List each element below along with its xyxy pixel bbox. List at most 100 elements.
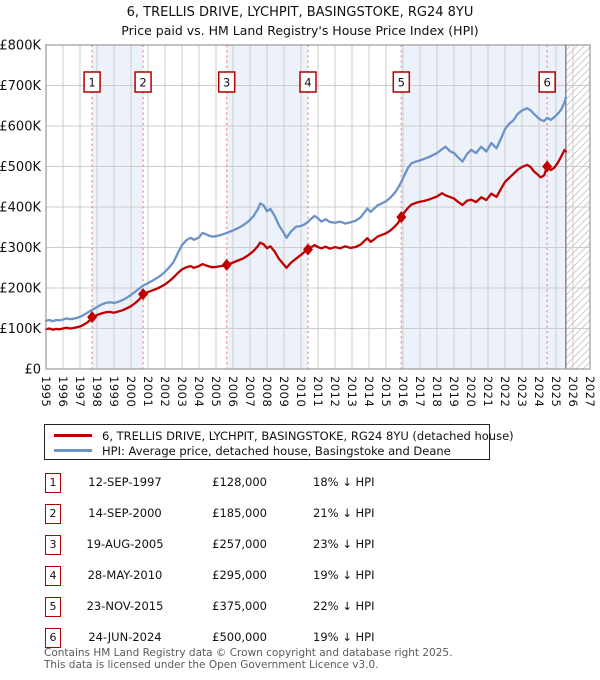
sale-price: £295,000 (212, 568, 267, 582)
sale-date: 14-SEP-2000 (88, 506, 162, 520)
x-axis-label: 2026 (566, 376, 580, 407)
y-axis-label: £200K (0, 282, 41, 297)
sale-hpi-diff: 19% ↓ HPI (313, 630, 375, 644)
x-axis-label: 2002 (158, 376, 172, 407)
x-axis-label: 2003 (175, 376, 189, 407)
legend-label: HPI: Average price, detached house, Basi… (102, 443, 451, 458)
x-axis-label: 2014 (362, 376, 376, 407)
row-number-badge: 4 (45, 566, 61, 586)
x-axis-label: 2009 (277, 376, 291, 407)
price-paid-line-swatch (54, 434, 92, 437)
row-number-badge: 3 (45, 535, 61, 555)
table-row: 2 14-SEP-2000 £185,000 21% ↓ HPI (0, 504, 600, 526)
marker-number: 4 (304, 76, 311, 90)
table-row: 1 12-SEP-1997 £128,000 18% ↓ HPI (0, 473, 600, 495)
marker-number: 6 (543, 76, 550, 90)
sale-point-diamond (396, 211, 407, 224)
sale-date: 23-NOV-2015 (86, 599, 164, 613)
footer-line: This data is licensed under the Open Gov… (44, 658, 379, 671)
x-axis-label: 2001 (141, 376, 155, 407)
x-axis-label: 2010 (294, 376, 308, 407)
y-axis-label: £300K (0, 241, 41, 256)
x-axis-label: 1999 (107, 376, 121, 407)
sale-price: £375,000 (212, 599, 267, 613)
x-axis-label: 2011 (311, 376, 325, 407)
y-axis-label: £500K (0, 160, 41, 175)
table-row: 4 28-MAY-2010 £295,000 19% ↓ HPI (0, 566, 600, 588)
sale-date: 19-AUG-2005 (86, 537, 164, 551)
hpi-line-swatch (54, 449, 92, 452)
x-axis-label: 1997 (73, 376, 87, 407)
x-axis-label: 2017 (413, 376, 427, 407)
marker-number: 5 (398, 76, 405, 90)
y-axis-label: £400K (0, 201, 41, 216)
legend-item-price-paid: 6, TRELLIS DRIVE, LYCHPIT, BASINGSTOKE, … (45, 428, 514, 443)
x-axis-label: 2027 (583, 376, 597, 407)
x-axis-label: 2025 (549, 376, 563, 407)
x-axis-label: 2005 (209, 376, 223, 407)
marker-number-box (538, 71, 556, 93)
sale-date: 12-SEP-1997 (88, 475, 162, 489)
x-axis-label: 2000 (124, 376, 138, 407)
table-row: 5 23-NOV-2015 £375,000 22% ↓ HPI (0, 597, 600, 619)
x-axis-label: 2012 (328, 376, 342, 407)
x-axis-label: 2023 (515, 376, 529, 407)
y-axis-label: £600K (0, 120, 41, 135)
footer-line: Contains HM Land Registry data © Crown c… (44, 647, 453, 659)
sale-hpi-diff: 23% ↓ HPI (313, 537, 375, 551)
x-axis-label: 2021 (481, 376, 495, 407)
x-axis-label: 2013 (345, 376, 359, 407)
future-hatch (565, 45, 590, 369)
table-row: 6 24-JUN-2024 £500,000 19% ↓ HPI (0, 628, 600, 650)
y-axis-label: £700K (0, 79, 41, 94)
plot-border (45, 44, 591, 370)
sale-point-diamond (138, 288, 149, 301)
marker-number: 3 (223, 76, 230, 90)
sale-price: £185,000 (212, 506, 267, 520)
price-history-chart: 1 2 3 4 5 6 £800K £700K £600K £500K £400K £300K £200… (0, 39, 597, 408)
x-axis-label: 2022 (498, 376, 512, 407)
sale-hpi-diff: 21% ↓ HPI (313, 506, 375, 520)
row-number-badge: 6 (45, 628, 61, 648)
x-axis-label: 1995 (39, 376, 53, 407)
sale-point-diamond (221, 258, 232, 271)
legend-label: 6, TRELLIS DRIVE, LYCHPIT, BASINGSTOKE, … (102, 428, 514, 443)
x-axis-label: 2006 (226, 376, 240, 407)
x-axis-label: 2024 (532, 376, 546, 407)
x-axis-label: 2016 (396, 376, 410, 407)
y-axis-label: £800K (0, 39, 41, 54)
x-axis-label: 2015 (379, 376, 393, 407)
marker-number-box (299, 71, 317, 93)
footer-license: Contains HM Land Registry data © Crown c… (44, 647, 584, 671)
sale-date: 24-JUN-2024 (88, 630, 162, 644)
marker-number-box (392, 71, 411, 93)
legend-item-hpi: HPI: Average price, detached house, Basi… (45, 443, 489, 458)
sale-hpi-diff: 22% ↓ HPI (313, 599, 375, 613)
x-axis-label: 2004 (192, 376, 206, 407)
x-axis-label: 2007 (243, 376, 257, 407)
hpi-line (44, 96, 568, 323)
sale-point-diamond (87, 311, 98, 324)
x-axis-label: 1996 (56, 376, 70, 407)
sale-point-diamond (302, 243, 313, 256)
row-number-badge: 2 (45, 504, 61, 524)
marker-number: 1 (88, 76, 95, 90)
x-axis-label: 2019 (447, 376, 461, 407)
x-axis-label: 2018 (430, 376, 444, 407)
sale-price: £257,000 (212, 537, 267, 551)
sale-price: £500,000 (212, 630, 267, 644)
sale-price: £128,000 (212, 475, 267, 489)
chart-subtitle: Price paid vs. HM Land Registry's House … (121, 23, 479, 38)
x-axis-label: 2008 (260, 376, 274, 407)
marker-number: 2 (139, 76, 146, 90)
legend: 6, TRELLIS DRIVE, LYCHPIT, BASINGSTOKE, … (44, 424, 514, 460)
marker-number-box (83, 71, 101, 93)
y-axis-label: £0 (24, 363, 41, 378)
table-row: 3 19-AUG-2005 £257,000 23% ↓ HPI (0, 535, 600, 557)
page-title: 6, TRELLIS DRIVE, LYCHPIT, BASINGSTOKE, … (126, 5, 474, 20)
marker-number-box (217, 71, 236, 93)
x-axis-label: 1998 (90, 376, 104, 407)
sale-point-diamond (542, 160, 553, 173)
row-number-badge: 1 (45, 473, 61, 493)
sale-hpi-diff: 18% ↓ HPI (313, 475, 375, 489)
